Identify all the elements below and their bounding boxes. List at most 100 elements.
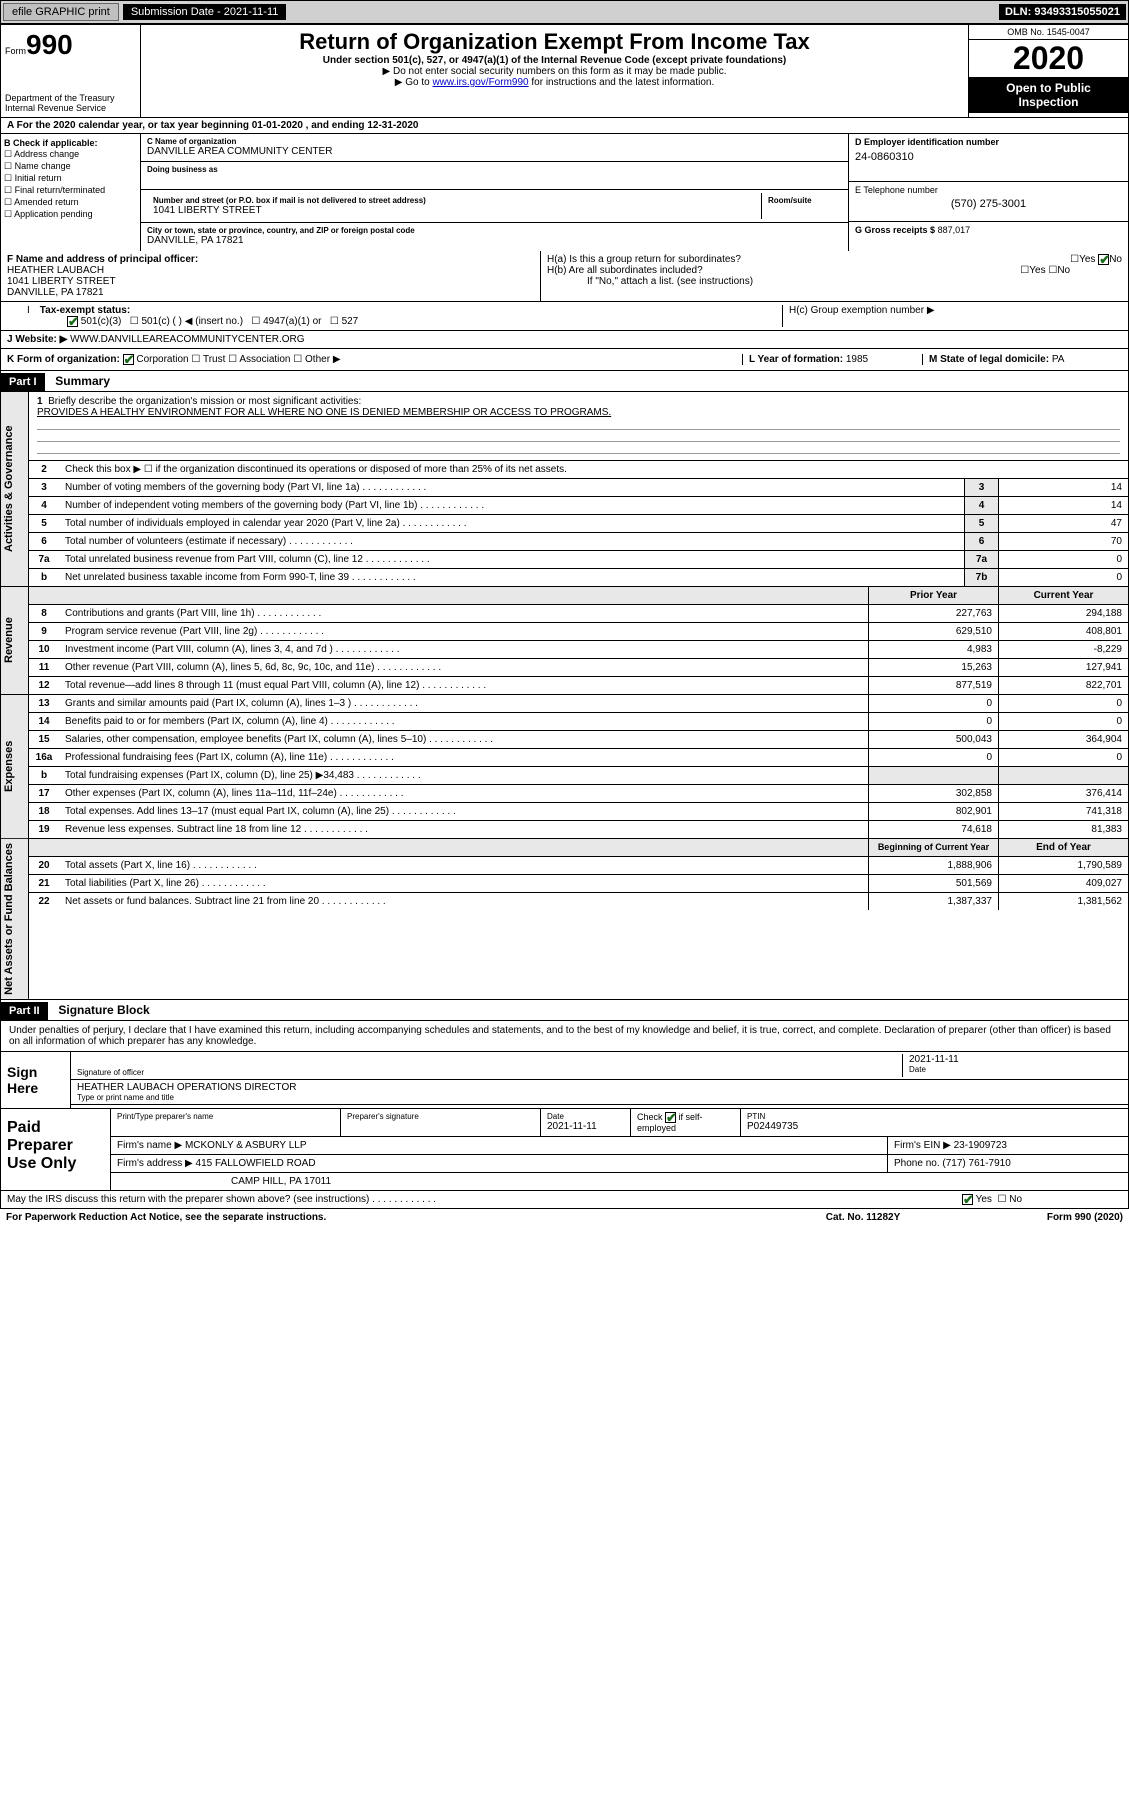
cb-name-change[interactable]: ☐ Name change xyxy=(4,161,137,172)
firm-name: MCKONLY & ASBURY LLP xyxy=(185,1140,307,1151)
vtab-governance: Activities & Governance xyxy=(1,392,29,586)
k-org-row: K Form of organization: Corporation ☐ Tr… xyxy=(0,349,1129,371)
addr-label: Number and street (or P.O. box if mail i… xyxy=(153,196,755,205)
part1-header: Part I Summary xyxy=(0,371,1129,392)
cb-corporation[interactable] xyxy=(123,354,134,365)
hb-note: If "No," attach a list. (see instruction… xyxy=(547,276,1122,287)
footer-catno: Cat. No. 11282Y xyxy=(763,1212,963,1223)
tel-label: E Telephone number xyxy=(855,185,1122,195)
paid-preparer-block: Paid Preparer Use Only Print/Type prepar… xyxy=(0,1109,1129,1191)
table-row: 17Other expenses (Part IX, column (A), l… xyxy=(29,785,1128,803)
footer-left: For Paperwork Reduction Act Notice, see … xyxy=(6,1212,763,1223)
table-row: 16aProfessional fundraising fees (Part I… xyxy=(29,749,1128,767)
table-row: bTotal fundraising expenses (Part IX, co… xyxy=(29,767,1128,785)
mission-label: Briefly describe the organization's miss… xyxy=(48,396,361,407)
table-row: 4Number of independent voting members of… xyxy=(29,497,1128,515)
table-row: 19Revenue less expenses. Subtract line 1… xyxy=(29,821,1128,838)
footer-formref: Form 990 (2020) xyxy=(963,1212,1123,1223)
officer-name: HEATHER LAUBACH xyxy=(7,265,534,276)
q2-label: Check this box ▶ ☐ if the organization d… xyxy=(59,461,1128,478)
firm-addr1: 415 FALLOWFIELD ROAD xyxy=(196,1158,316,1169)
block-fh: F Name and address of principal officer:… xyxy=(0,251,1129,302)
type-name-label: Type or print name and title xyxy=(77,1093,1122,1102)
prep-date: 2021-11-11 xyxy=(547,1121,624,1132)
tax-year: 2020 xyxy=(969,40,1128,77)
table-row: 8Contributions and grants (Part VIII, li… xyxy=(29,605,1128,623)
instructions-link[interactable]: www.irs.gov/Form990 xyxy=(432,77,528,88)
efile-button[interactable]: efile GRAPHIC print xyxy=(3,3,119,21)
table-row: 14Benefits paid to or for members (Part … xyxy=(29,713,1128,731)
omb-number: OMB No. 1545-0047 xyxy=(969,25,1128,40)
gross-value: 887,017 xyxy=(938,225,971,235)
cb-initial-return[interactable]: ☐ Initial return xyxy=(4,173,137,184)
table-row: 5Total number of individuals employed in… xyxy=(29,515,1128,533)
table-row: 22Net assets or fund balances. Subtract … xyxy=(29,893,1128,910)
part1-governance: Activities & Governance 1 Briefly descri… xyxy=(0,392,1129,587)
col-prior-year: Prior Year xyxy=(868,587,998,604)
officer-label: F Name and address of principal officer: xyxy=(7,254,534,265)
hc-row: H(c) Group exemption number ▶ xyxy=(782,305,1122,327)
block-b-header: B Check if applicable: xyxy=(4,138,137,148)
org-name: DANVILLE AREA COMMUNITY CENTER xyxy=(147,146,842,157)
col-boy: Beginning of Current Year xyxy=(868,839,998,856)
gross-label: G Gross receipts $ xyxy=(855,225,935,235)
table-row: 3Number of voting members of the governi… xyxy=(29,479,1128,497)
state-domicile: PA xyxy=(1052,354,1065,365)
cb-address-change[interactable]: ☐ Address change xyxy=(4,149,137,160)
firm-ein: 23-1909723 xyxy=(954,1140,1007,1151)
cb-amended-return[interactable]: ☐ Amended return xyxy=(4,197,137,208)
cb-501c3[interactable] xyxy=(67,316,78,327)
ein-value: 24-0860310 xyxy=(855,151,1122,163)
part1-netassets: Net Assets or Fund Balances Beginning of… xyxy=(0,839,1129,1000)
table-row: 9Program service revenue (Part VIII, lin… xyxy=(29,623,1128,641)
dba-label: Doing business as xyxy=(147,165,842,174)
dln-label: DLN: 93493315055021 xyxy=(999,4,1126,20)
firm-addr2: CAMP HILL, PA 17011 xyxy=(111,1173,1128,1190)
page-footer: For Paperwork Reduction Act Notice, see … xyxy=(0,1209,1129,1226)
prep-print-label: Print/Type preparer's name xyxy=(111,1109,341,1136)
part2-header: Part II Signature Block xyxy=(0,1000,1129,1021)
top-toolbar: efile GRAPHIC print Submission Date - 20… xyxy=(0,0,1129,24)
year-formation: 1985 xyxy=(846,354,868,365)
form-subtitle-1: Under section 501(c), 527, or 4947(a)(1)… xyxy=(145,55,964,66)
table-row: 7aTotal unrelated business revenue from … xyxy=(29,551,1128,569)
ha-row: H(a) Is this a group return for subordin… xyxy=(547,254,1122,265)
table-row: 6Total number of volunteers (estimate if… xyxy=(29,533,1128,551)
form-header: Form990 Department of the Treasury Inter… xyxy=(0,24,1129,118)
open-to-public-badge: Open to PublicInspection xyxy=(969,77,1128,113)
cb-final-return[interactable]: ☐ Final return/terminated xyxy=(4,185,137,196)
prep-sig-label: Preparer's signature xyxy=(341,1109,541,1136)
dept-label: Department of the Treasury xyxy=(5,93,136,103)
ha-no-checkbox[interactable] xyxy=(1098,254,1109,265)
website-value: WWW.DANVILLEAREACOMMUNITYCENTER.ORG xyxy=(70,334,304,345)
ssn-warning: ▶ Do not enter social security numbers o… xyxy=(145,66,964,77)
discuss-row: May the IRS discuss this return with the… xyxy=(0,1191,1129,1209)
signature-block: Under penalties of perjury, I declare th… xyxy=(0,1021,1129,1109)
table-row: 18Total expenses. Add lines 13–17 (must … xyxy=(29,803,1128,821)
table-row: 21Total liabilities (Part X, line 26)501… xyxy=(29,875,1128,893)
officer-addr2: DANVILLE, PA 17821 xyxy=(7,287,534,298)
form-title: Return of Organization Exempt From Incom… xyxy=(145,29,964,55)
form-number: 990 xyxy=(26,29,73,60)
submission-date-label: Submission Date - 2021-11-11 xyxy=(123,4,287,20)
org-name-label: C Name of organization xyxy=(147,137,842,146)
firm-phone: (717) 761-7910 xyxy=(942,1158,1010,1169)
org-city: DANVILLE, PA 17821 xyxy=(147,235,842,246)
tel-value: (570) 275-3001 xyxy=(855,198,1122,210)
cb-application-pending[interactable]: ☐ Application pending xyxy=(4,209,137,220)
officer-sig-name: HEATHER LAUBACH OPERATIONS DIRECTOR xyxy=(77,1082,1122,1093)
sign-here-label: Sign Here xyxy=(1,1052,71,1108)
cb-self-employed[interactable] xyxy=(665,1112,676,1123)
officer-addr1: 1041 LIBERTY STREET xyxy=(7,276,534,287)
table-row: bNet unrelated business taxable income f… xyxy=(29,569,1128,586)
perjury-statement: Under penalties of perjury, I declare th… xyxy=(1,1021,1128,1052)
vtab-expenses: Expenses xyxy=(1,695,29,838)
instructions-link-line: ▶ Go to www.irs.gov/Form990 for instruct… xyxy=(145,77,964,88)
org-address: 1041 LIBERTY STREET xyxy=(153,205,755,216)
col-current-year: Current Year xyxy=(998,587,1128,604)
table-row: 20Total assets (Part X, line 16)1,888,90… xyxy=(29,857,1128,875)
sig-officer-label: Signature of officer xyxy=(77,1054,902,1077)
section-b-cd: B Check if applicable: ☐ Address change … xyxy=(0,134,1129,251)
prep-selfemployed: Check if self-employed xyxy=(631,1109,741,1136)
cb-discuss-yes[interactable] xyxy=(962,1194,973,1205)
